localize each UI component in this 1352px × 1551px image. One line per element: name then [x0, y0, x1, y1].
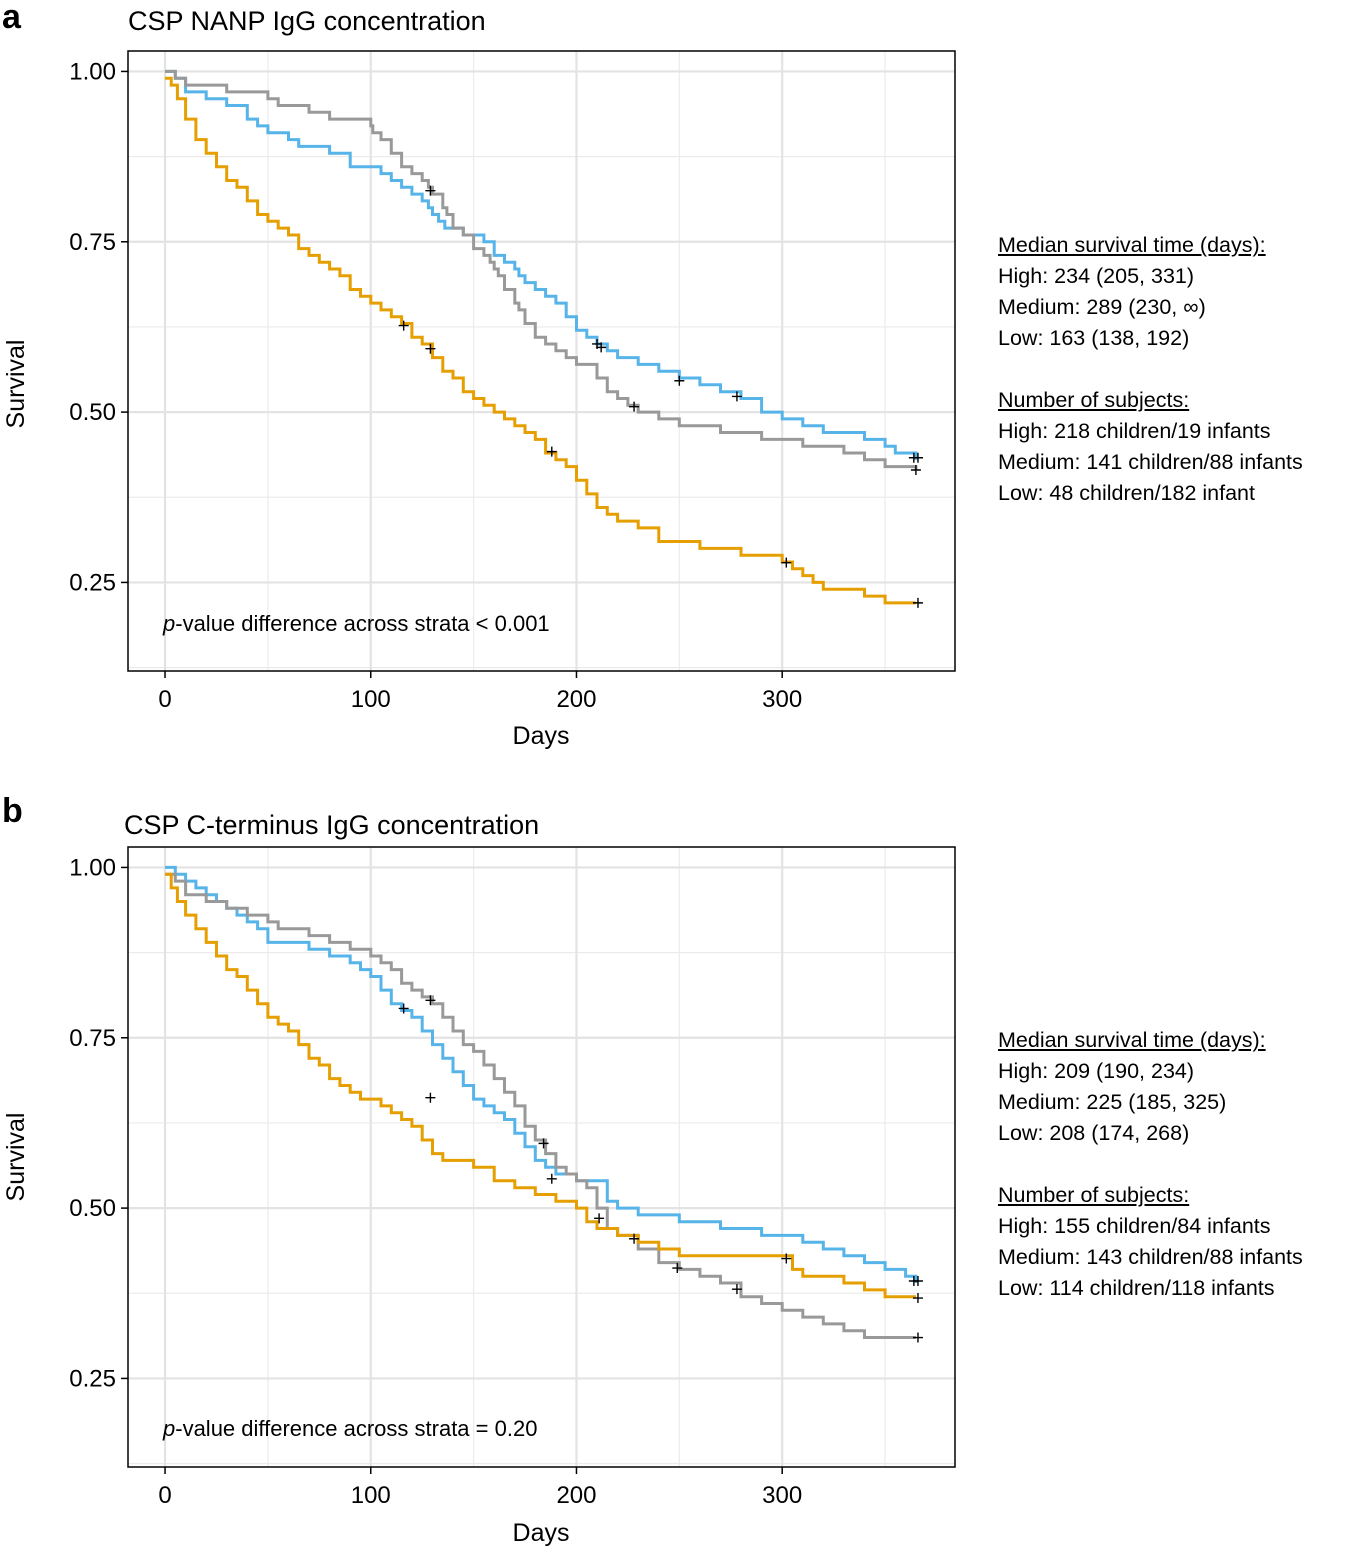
- panel-a-y-axis: 0.25 0.50 0.75 1.00: [69, 58, 128, 596]
- panel-b-letter: b: [2, 792, 23, 830]
- panel-b-y-axis: 0.25 0.50 0.75 1.00: [69, 854, 128, 1392]
- panel-b-pvalue-p: p: [162, 1416, 175, 1441]
- panel-b-subjects-low: Low: 114 children/118 infants: [998, 1276, 1275, 1300]
- panel-a-median-header: Median survival time (days):: [998, 233, 1266, 257]
- panel-a-letter: a: [2, 0, 22, 36]
- panel-b-series-low-line: [165, 872, 916, 1299]
- panel-b-series: [165, 865, 923, 1343]
- panel-b-pvalue-annotation: p-value difference across strata = 0.20: [162, 1416, 537, 1441]
- panel-a-x-axis-label: Days: [513, 722, 570, 750]
- panel-b-censor-mark-high: [546, 1173, 557, 1184]
- panel-a-censor-mark-low: [781, 557, 792, 568]
- panel-a-series-low-line: [165, 76, 916, 605]
- panel-a-censor-mark-high: [596, 342, 607, 353]
- panel-b-x-tick-label: 0: [158, 1482, 171, 1509]
- panel-a-censor-mark-low: [425, 343, 436, 354]
- panel-a-pvalue-text: -value difference across strata < 0.001: [175, 611, 549, 636]
- panel-b-plot-background: [128, 847, 955, 1467]
- panel-a-censor-mark-high: [912, 452, 923, 463]
- panel-a-x-axis: 0 100 200 300: [158, 671, 802, 713]
- panel-b-side-info: Median survival time (days): High: 209 (…: [998, 1025, 1303, 1304]
- panel-a-pvalue-p: p: [162, 611, 175, 636]
- panel-b-series-high-line: [165, 865, 918, 1283]
- panel-b-censor-mark-medium: [538, 1138, 549, 1149]
- panel-a-subjects-low: Low: 48 children/182 infant: [998, 481, 1255, 505]
- panel-b-censor-mark-low: [425, 1092, 436, 1103]
- panel-b-y-axis-label: Survival: [2, 1113, 30, 1202]
- panel-a-side-info: Median survival time (days): High: 234 (…: [998, 230, 1303, 509]
- panel-a-censor-mark-high: [674, 375, 685, 386]
- panel-b-censor-mark-medium: [731, 1284, 742, 1295]
- panel-a-censor-mark-high: [731, 391, 742, 402]
- panel-b-censor-mark-medium: [425, 995, 436, 1006]
- panel-b-pvalue-text: -value difference across strata = 0.20: [175, 1416, 537, 1441]
- panel-a-subjects-medium: Medium: 141 children/88 infants: [998, 450, 1303, 474]
- panel-b-y-tick-label: 0.25: [69, 1365, 116, 1392]
- panel-b-censor-mark-low: [781, 1253, 792, 1264]
- panel-a-censor-mark-medium: [425, 185, 436, 196]
- panel-a-x-tick-label: 100: [351, 686, 391, 713]
- panel-b-y-tick-label: 0.75: [69, 1025, 116, 1052]
- panel-b-subjects-medium: Medium: 143 children/88 infants: [998, 1245, 1303, 1269]
- panel-a-y-axis-label: Survival: [2, 340, 30, 429]
- panel-a-x-tick-label: 0: [158, 686, 171, 713]
- panel-a-censor-mark-medium: [629, 401, 640, 412]
- panel-b-censor-mark-medium: [672, 1263, 683, 1274]
- panel-b-grid: [128, 847, 955, 1467]
- panel-a-median-medium: Medium: 289 (230, ∞): [998, 295, 1206, 319]
- panel-a-y-tick-label: 1.00: [69, 58, 116, 85]
- panel-a-series-high-line: [165, 69, 918, 460]
- panel-a-y-tick-label: 0.25: [69, 569, 116, 596]
- panel-a-censor-mark-low: [546, 446, 557, 457]
- panel-a-plot-border: [127, 50, 956, 672]
- panel-a-title: CSP NANP IgG concentration: [128, 6, 486, 36]
- panel-b-x-axis-label: Days: [513, 1519, 570, 1547]
- panel-b-subjects-header: Number of subjects:: [998, 1183, 1190, 1207]
- panel-b-x-tick-label: 200: [556, 1482, 596, 1509]
- panel-b-median-low: Low: 208 (174, 268): [998, 1121, 1190, 1145]
- panel-b-x-tick-label: 100: [351, 1482, 391, 1509]
- panel-a-pvalue-annotation: p-value difference across strata < 0.001: [162, 611, 550, 636]
- panel-a: a CSP NANP IgG concentration 0 100 200 300 …: [2, 0, 956, 750]
- panel-b-censor-mark-medium: [912, 1332, 923, 1343]
- panel-a-x-tick-label: 200: [556, 686, 596, 713]
- panel-a-censor-mark-low: [398, 320, 409, 331]
- panel-b-x-tick-label: 300: [762, 1482, 802, 1509]
- panel-b-y-tick-label: 1.00: [69, 854, 116, 881]
- panel-a-y-tick-label: 0.75: [69, 229, 116, 256]
- panel-b-median-high: High: 209 (190, 234): [998, 1059, 1195, 1083]
- panel-a-subjects-header: Number of subjects:: [998, 388, 1190, 412]
- panel-b-y-tick-label: 0.50: [69, 1195, 116, 1222]
- panel-b-censor-mark-low: [629, 1233, 640, 1244]
- panel-b-plot-border: [127, 846, 956, 1468]
- panel-a-grid: [128, 51, 955, 671]
- panel-a-median-low: Low: 163 (138, 192): [998, 326, 1190, 350]
- panel-b-median-medium: Medium: 225 (185, 325): [998, 1090, 1227, 1114]
- panel-a-series-medium-line: [165, 69, 918, 470]
- panel-b-censor-mark-high: [912, 1276, 923, 1286]
- panel-a-subjects-high: High: 218 children/19 infants: [998, 419, 1271, 443]
- panel-b-median-header: Median survival time (days):: [998, 1028, 1266, 1052]
- panel-b-censor-mark-high: [398, 1003, 409, 1014]
- panel-b-x-axis: 0 100 200 300: [158, 1467, 802, 1509]
- panel-b-censor-mark-low: [594, 1213, 605, 1224]
- panel-b-subjects-high: High: 155 children/84 infants: [998, 1214, 1271, 1238]
- panel-a-censor-mark-low: [912, 597, 923, 608]
- panel-a-plot-background: [128, 51, 955, 671]
- panel-a-median-high: High: 234 (205, 331): [998, 264, 1195, 288]
- panel-b-censor-mark-low: [912, 1293, 923, 1304]
- panel-b-title: CSP C-terminus IgG concentration: [124, 810, 539, 840]
- panel-a-x-tick-label: 300: [762, 686, 802, 713]
- panel-b-series-medium-line: [165, 872, 916, 1339]
- panel-a-y-tick-label: 0.50: [69, 399, 116, 426]
- panel-a-series: [165, 69, 923, 608]
- panel-b: b CSP C-terminus IgG concentration 0 100 2…: [2, 792, 956, 1547]
- panel-a-censor-mark-medium: [910, 465, 921, 476]
